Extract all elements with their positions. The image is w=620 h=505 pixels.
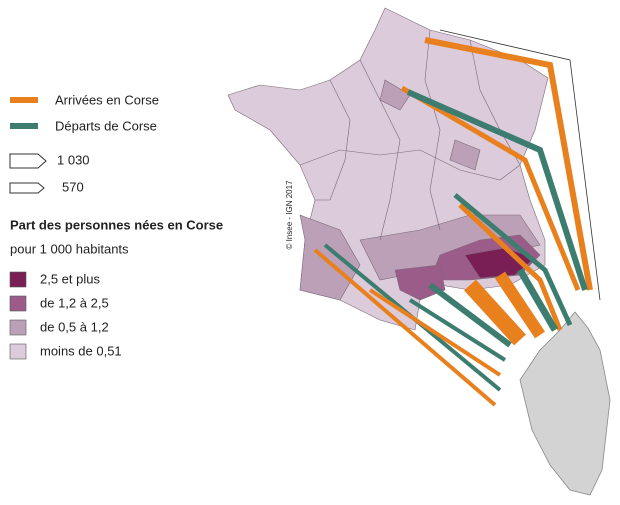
arrival-flow bbox=[495, 271, 545, 339]
departure-flow bbox=[428, 282, 512, 348]
border bbox=[424, 29, 441, 231]
border bbox=[315, 79, 351, 201]
class-swatch bbox=[9, 271, 27, 288]
legend-title: Part des personnes nées en Corse bbox=[10, 217, 223, 232]
class-swatch bbox=[9, 295, 27, 312]
arrival-flow bbox=[313, 248, 497, 407]
legend-label: 570 bbox=[62, 179, 84, 194]
border bbox=[299, 149, 521, 181]
arrival-flow bbox=[368, 288, 502, 377]
flow-swatch bbox=[10, 123, 38, 129]
departure-flow bbox=[406, 89, 588, 291]
legend-label: 2,5 et plus bbox=[40, 271, 100, 286]
departure-flow bbox=[408, 298, 507, 362]
class-swatch bbox=[9, 343, 27, 360]
arrival-flow bbox=[400, 85, 581, 291]
legend-label: Arrivées en Corse bbox=[55, 92, 159, 107]
region bbox=[394, 264, 446, 301]
legend-label: 1 030 bbox=[57, 152, 90, 167]
border bbox=[469, 39, 521, 166]
legend: Arrivées en Corse Départs de Corse 1 030… bbox=[9, 92, 223, 360]
region bbox=[449, 139, 481, 171]
flows bbox=[313, 29, 601, 407]
credit: © Insee - IGN 2017 bbox=[285, 180, 294, 250]
legend-label: de 0,5 à 1,2 bbox=[40, 319, 109, 334]
thin-outline bbox=[439, 29, 601, 301]
legend-label: moins de 0,51 bbox=[40, 343, 122, 358]
class-swatch bbox=[9, 319, 27, 336]
legend-label: Départs de Corse bbox=[55, 118, 157, 133]
legend-label: de 1,2 à 2,5 bbox=[40, 295, 109, 310]
corsica bbox=[519, 311, 611, 496]
arrival-flow bbox=[464, 279, 526, 346]
legend-subtitle: pour 1 000 habitants bbox=[10, 241, 129, 256]
flow-swatch bbox=[10, 97, 38, 103]
arrival-flow bbox=[424, 37, 593, 291]
region bbox=[299, 214, 361, 301]
flow-size-symbol bbox=[9, 153, 47, 169]
departure-flow bbox=[453, 193, 573, 327]
flow-size-symbol bbox=[9, 182, 45, 194]
departure-flow bbox=[516, 268, 559, 332]
arrival-flow bbox=[458, 203, 563, 331]
border bbox=[359, 59, 401, 241]
